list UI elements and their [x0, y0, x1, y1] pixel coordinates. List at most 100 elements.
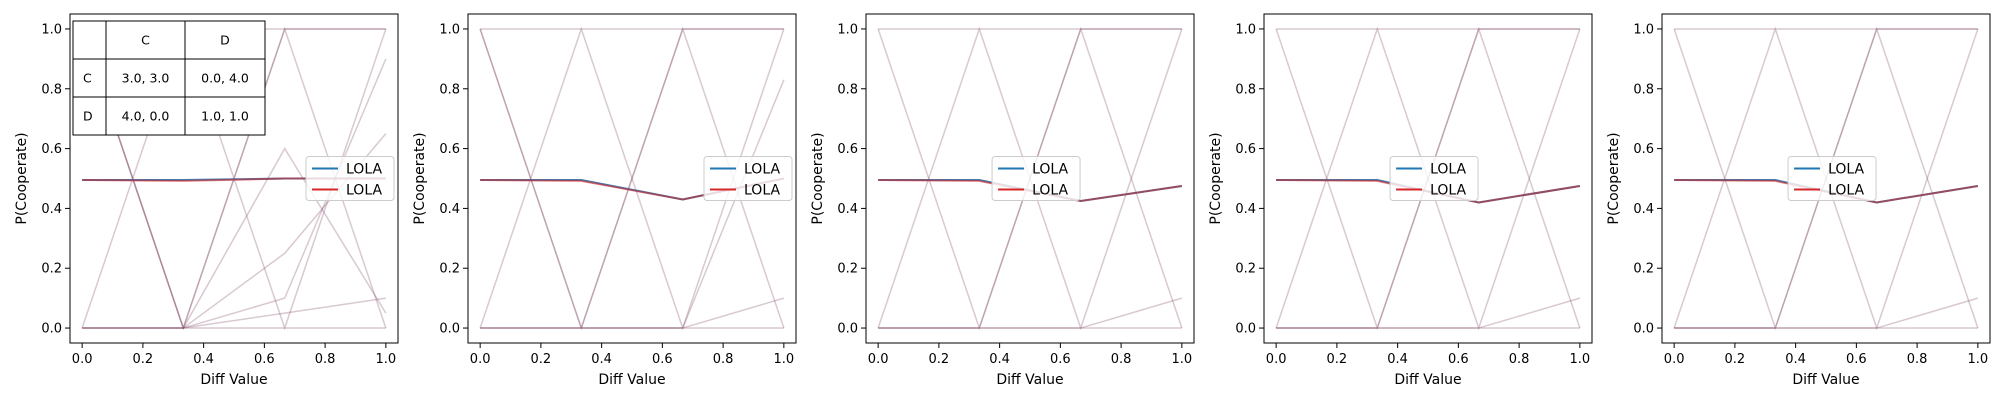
- payoff-col-header: D: [220, 33, 230, 48]
- y-tick-label: 0.2: [1235, 262, 1256, 277]
- background-run-red: [878, 297, 1183, 329]
- background-run-blue: [1674, 297, 1979, 329]
- legend-label: LOLA: [346, 162, 382, 178]
- legend: LOLA LOLA: [703, 156, 793, 201]
- x-tick-label: 0.8: [1907, 352, 1928, 367]
- background-run-blue: [479, 28, 785, 329]
- x-tick-label: 0.4: [989, 352, 1010, 367]
- x-tick-label: 0.8: [713, 352, 734, 367]
- y-tick-label: 0.8: [41, 82, 62, 97]
- x-tick-label: 0.2: [531, 352, 552, 367]
- payoff-row-label: C: [83, 71, 92, 86]
- legend-label: LOLA: [1032, 162, 1068, 178]
- y-tick-label: 0.4: [41, 202, 62, 217]
- x-tick-label: 1.0: [376, 352, 397, 367]
- y-tick-label: 0.4: [439, 202, 460, 217]
- legend: LOLA LOLA: [305, 156, 395, 201]
- y-tick-label: 0.6: [1235, 142, 1256, 157]
- chart-panel-3: 0.0 0.2 0.4 0.6 0.8 1.0 0.0 0.2 0.4 0.6 0.8 1.0 Diff…: [810, 13, 1195, 388]
- y-axis-label: P(Cooperate): [1208, 132, 1224, 224]
- y-axis-label: P(Cooperate): [1606, 132, 1622, 224]
- axes-frame: [865, 13, 1195, 344]
- background-run-blue: [480, 28, 784, 329]
- legend-label: LOLA: [1828, 183, 1864, 199]
- payoff-row-label: D: [83, 109, 93, 124]
- y-tick-label: 1.0: [439, 22, 460, 37]
- x-axis-label: Diff Value: [1394, 372, 1461, 388]
- background-run-red: [1276, 297, 1581, 329]
- x-axis-label: Diff Value: [598, 372, 665, 388]
- background-run-red: [82, 297, 386, 329]
- x-tick-label: 0.0: [1266, 352, 1287, 367]
- background-run-blue: [82, 297, 386, 329]
- legend-label: LOLA: [346, 183, 382, 199]
- x-axis-label: Diff Value: [200, 372, 267, 388]
- x-tick-label: 0.2: [1327, 352, 1348, 367]
- y-tick-label: 0.0: [837, 322, 858, 337]
- y-tick-label: 0.8: [439, 82, 460, 97]
- x-tick-label: 0.4: [193, 352, 214, 367]
- x-tick-label: 0.6: [652, 352, 673, 367]
- y-tick-label: 0.2: [439, 262, 460, 277]
- x-tick-label: 0.6: [1846, 352, 1867, 367]
- y-tick-label: 0.6: [1633, 142, 1654, 157]
- x-tick-label: 0.6: [1050, 352, 1071, 367]
- x-tick-label: 0.6: [254, 352, 275, 367]
- y-axis-label: P(Cooperate): [810, 132, 826, 224]
- y-tick-label: 1.0: [1235, 22, 1256, 37]
- x-axis-label: Diff Value: [1792, 372, 1859, 388]
- payoff-col-header: C: [141, 33, 150, 48]
- y-tick-label: 0.2: [837, 262, 858, 277]
- y-tick-label: 0.4: [1235, 202, 1256, 217]
- x-tick-label: 0.4: [591, 352, 612, 367]
- background-run-red: [1674, 297, 1979, 329]
- y-tick-label: 1.0: [1633, 22, 1654, 37]
- y-tick-label: 0.6: [439, 142, 460, 157]
- y-tick-label: 0.0: [41, 322, 62, 337]
- legend-label: LOLA: [1828, 162, 1864, 178]
- payoff-cell: 3.0, 3.0: [122, 71, 170, 86]
- x-tick-label: 0.2: [133, 352, 154, 367]
- x-tick-label: 1.0: [1968, 352, 1989, 367]
- background-run-blue: [1276, 297, 1581, 329]
- y-tick-label: 0.6: [837, 142, 858, 157]
- x-tick-label: 0.6: [1448, 352, 1469, 367]
- x-tick-label: 1.0: [1570, 352, 1591, 367]
- legend: LOLA LOLA: [1389, 156, 1479, 201]
- background-run-red: [81, 28, 387, 330]
- legend: LOLA LOLA: [991, 156, 1081, 201]
- legend-label: LOLA: [744, 162, 780, 178]
- chart-panel-5: 0.0 0.2 0.4 0.6 0.8 1.0 0.0 0.2 0.4 0.6 0.8 1.0 Diff…: [1606, 13, 1991, 388]
- x-tick-label: 0.8: [1111, 352, 1132, 367]
- x-tick-label: 1.0: [1172, 352, 1193, 367]
- y-tick-label: 0.2: [41, 262, 62, 277]
- y-tick-label: 0.0: [439, 322, 460, 337]
- axes-frame: [1263, 13, 1593, 344]
- background-run-blue: [480, 297, 785, 329]
- x-tick-label: 0.0: [868, 352, 889, 367]
- axes-frame: [1661, 13, 1991, 344]
- y-tick-label: 0.4: [1633, 202, 1654, 217]
- axes-frame: [69, 13, 399, 344]
- y-tick-label: 0.4: [837, 202, 858, 217]
- background-run-blue: [81, 28, 387, 330]
- background-run-red: [480, 28, 784, 329]
- y-tick-label: 0.8: [1633, 82, 1654, 97]
- payoff-cell: 1.0, 1.0: [201, 109, 249, 124]
- x-axis-label: Diff Value: [996, 372, 1063, 388]
- y-axis-label: P(Cooperate): [14, 132, 30, 224]
- x-tick-label: 0.0: [470, 352, 491, 367]
- x-tick-label: 0.8: [315, 352, 336, 367]
- background-run-red: [480, 297, 785, 329]
- payoff-table-frame: [72, 20, 266, 136]
- legend-label: LOLA: [1430, 183, 1466, 199]
- payoff-table: C D C 3.0, 3.0 0.0, 4.0 D 4.0, 0.0 1.0, 1.0: [72, 20, 266, 136]
- y-tick-label: 0.0: [1633, 322, 1654, 337]
- x-tick-label: 0.8: [1509, 352, 1530, 367]
- x-tick-label: 0.0: [72, 352, 93, 367]
- y-tick-label: 0.8: [837, 82, 858, 97]
- legend: LOLA LOLA: [1787, 156, 1877, 201]
- x-tick-label: 0.0: [1664, 352, 1685, 367]
- x-tick-label: 0.2: [929, 352, 950, 367]
